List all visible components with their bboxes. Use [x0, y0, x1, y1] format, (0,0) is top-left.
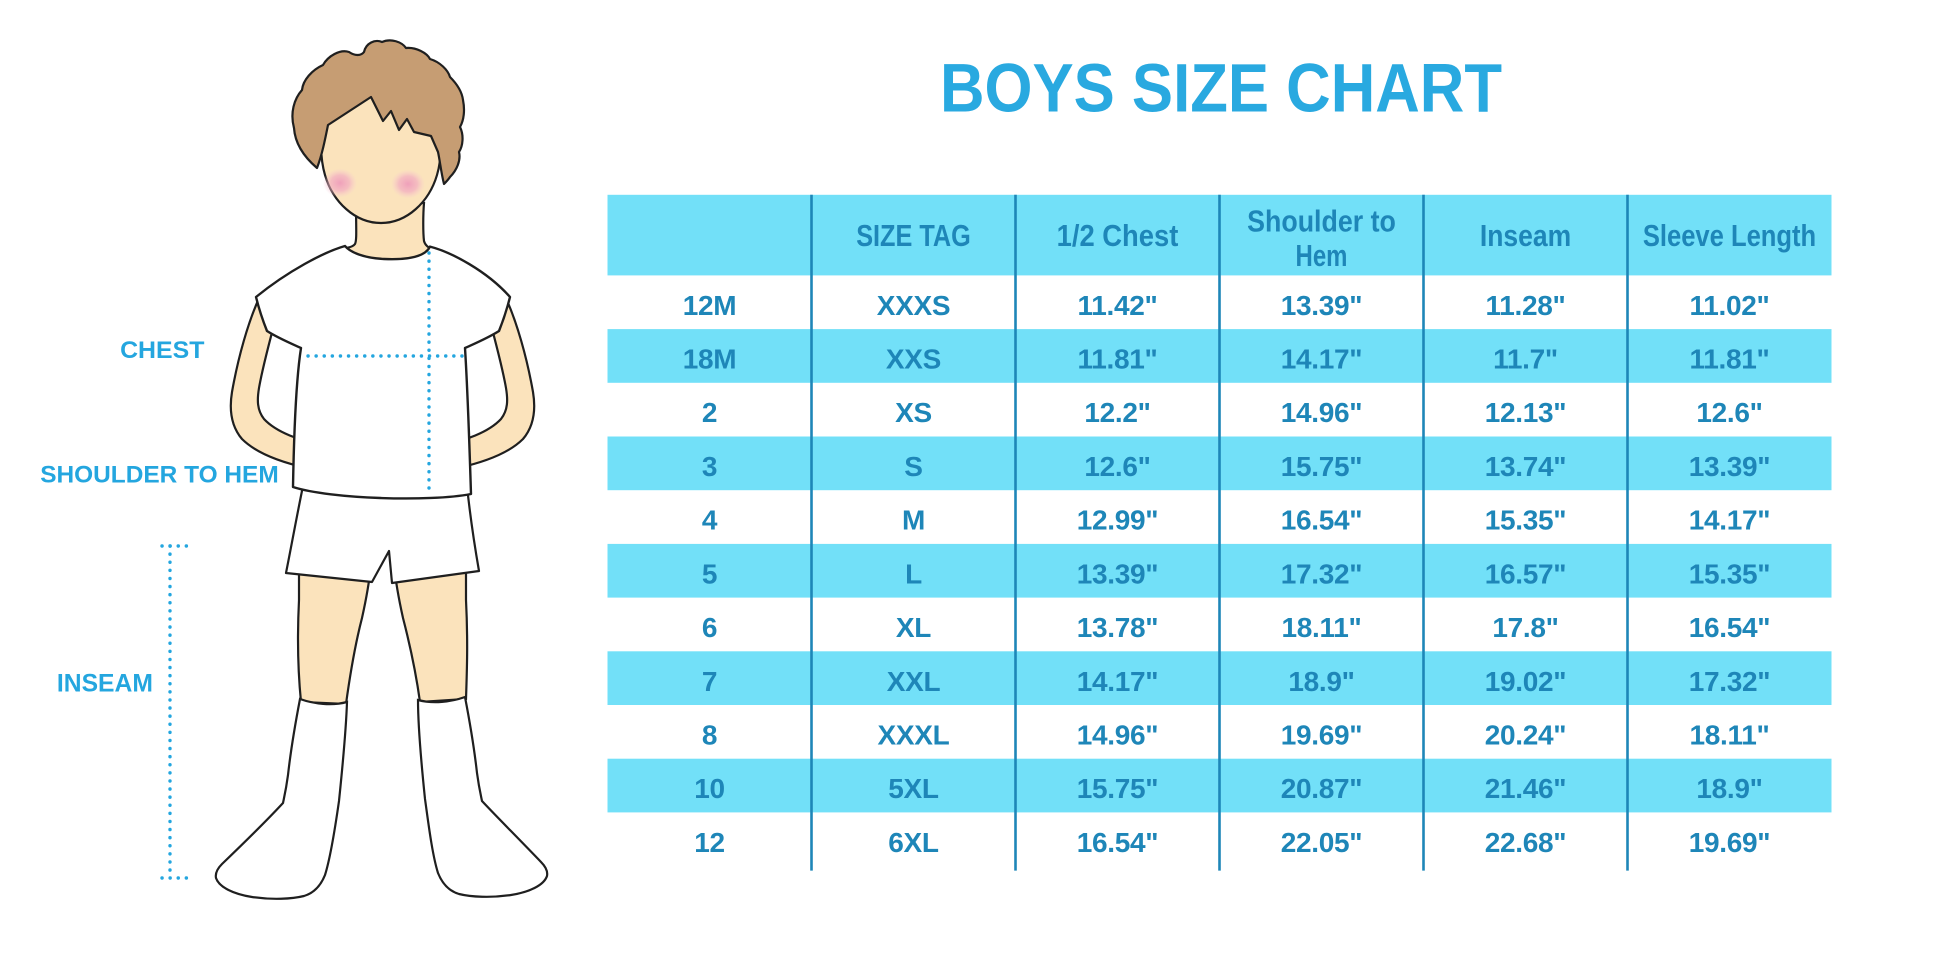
svg-text:15.35": 15.35": [1485, 505, 1567, 536]
svg-text:XS: XS: [895, 397, 932, 428]
svg-text:BOYS SIZE CHART: BOYS SIZE CHART: [940, 50, 1502, 127]
svg-text:10: 10: [694, 773, 725, 804]
svg-text:2: 2: [702, 397, 717, 428]
svg-text:13.39": 13.39": [1077, 558, 1159, 589]
svg-text:11.42": 11.42": [1078, 290, 1158, 321]
svg-text:12.99": 12.99": [1077, 505, 1159, 536]
svg-text:3: 3: [702, 451, 717, 482]
svg-text:12M: 12M: [683, 290, 737, 321]
svg-text:20.24": 20.24": [1485, 720, 1567, 751]
svg-text:12.6": 12.6": [1696, 397, 1762, 428]
svg-text:6: 6: [702, 612, 717, 643]
svg-text:8: 8: [702, 720, 717, 751]
svg-text:INSEAM: INSEAM: [57, 670, 153, 698]
svg-text:5XL: 5XL: [888, 773, 939, 804]
svg-text:19.02": 19.02": [1485, 666, 1567, 697]
svg-text:14.17": 14.17": [1689, 505, 1771, 536]
svg-text:14.17": 14.17": [1077, 666, 1159, 697]
svg-text:12.13": 12.13": [1485, 397, 1567, 428]
svg-text:1/2 Chest: 1/2 Chest: [1057, 218, 1179, 253]
svg-text:18.9": 18.9": [1696, 773, 1762, 804]
svg-text:13.78": 13.78": [1077, 612, 1159, 643]
svg-text:18.11": 18.11": [1282, 612, 1362, 643]
svg-text:16.54": 16.54": [1077, 827, 1159, 858]
svg-text:12: 12: [694, 827, 725, 858]
svg-text:11.7": 11.7": [1493, 344, 1558, 375]
svg-text:12.6": 12.6": [1084, 451, 1150, 482]
svg-text:Inseam: Inseam: [1480, 218, 1571, 253]
svg-text:13.39": 13.39": [1689, 451, 1771, 482]
svg-text:11.02": 11.02": [1690, 290, 1770, 321]
svg-text:21.46": 21.46": [1485, 773, 1567, 804]
svg-text:5: 5: [702, 558, 717, 589]
svg-text:11.81": 11.81": [1078, 344, 1158, 375]
svg-text:15.75": 15.75": [1281, 451, 1363, 482]
svg-text:14.96": 14.96": [1077, 720, 1159, 751]
svg-text:6XL: 6XL: [888, 827, 939, 858]
svg-text:14.17": 14.17": [1281, 344, 1363, 375]
svg-text:Sleeve Length: Sleeve Length: [1643, 218, 1816, 253]
svg-text:19.69": 19.69": [1281, 720, 1363, 751]
svg-text:4: 4: [702, 505, 718, 536]
svg-text:7: 7: [702, 666, 717, 697]
svg-text:22.05": 22.05": [1281, 827, 1363, 858]
svg-text:13.39": 13.39": [1281, 290, 1363, 321]
svg-text:15.75": 15.75": [1077, 773, 1159, 804]
svg-text:Shoulder to: Shoulder to: [1247, 203, 1396, 238]
svg-text:15.35": 15.35": [1689, 558, 1771, 589]
svg-text:11.81": 11.81": [1690, 344, 1770, 375]
svg-text:CHEST: CHEST: [120, 337, 204, 364]
svg-text:XXXS: XXXS: [877, 290, 951, 321]
svg-text:Hem: Hem: [1296, 238, 1348, 273]
svg-text:XXS: XXS: [886, 344, 941, 375]
svg-text:17.32": 17.32": [1689, 666, 1771, 697]
svg-text:19.69": 19.69": [1689, 827, 1771, 858]
svg-text:13.74": 13.74": [1485, 451, 1567, 482]
svg-text:20.87": 20.87": [1281, 773, 1363, 804]
svg-text:22.68": 22.68": [1485, 827, 1567, 858]
svg-text:12.2": 12.2": [1084, 397, 1150, 428]
svg-text:16.54": 16.54": [1689, 612, 1771, 643]
svg-text:XXL: XXL: [887, 666, 941, 697]
svg-text:M: M: [902, 505, 925, 536]
svg-text:SIZE TAG: SIZE TAG: [856, 218, 971, 253]
svg-text:16.54": 16.54": [1281, 505, 1363, 536]
svg-text:18.11": 18.11": [1690, 720, 1770, 751]
svg-text:L: L: [905, 558, 922, 589]
svg-text:14.96": 14.96": [1281, 397, 1363, 428]
svg-text:16.57": 16.57": [1485, 558, 1567, 589]
svg-text:18M: 18M: [683, 344, 737, 375]
svg-text:XXXL: XXXL: [878, 720, 950, 751]
svg-text:18.9": 18.9": [1288, 666, 1354, 697]
svg-text:XL: XL: [896, 612, 931, 643]
svg-text:SHOULDER TO HEM: SHOULDER TO HEM: [40, 462, 279, 489]
svg-text:11.28": 11.28": [1486, 290, 1566, 321]
svg-text:17.32": 17.32": [1281, 558, 1363, 589]
svg-text:S: S: [904, 451, 922, 482]
svg-text:17.8": 17.8": [1492, 612, 1558, 643]
